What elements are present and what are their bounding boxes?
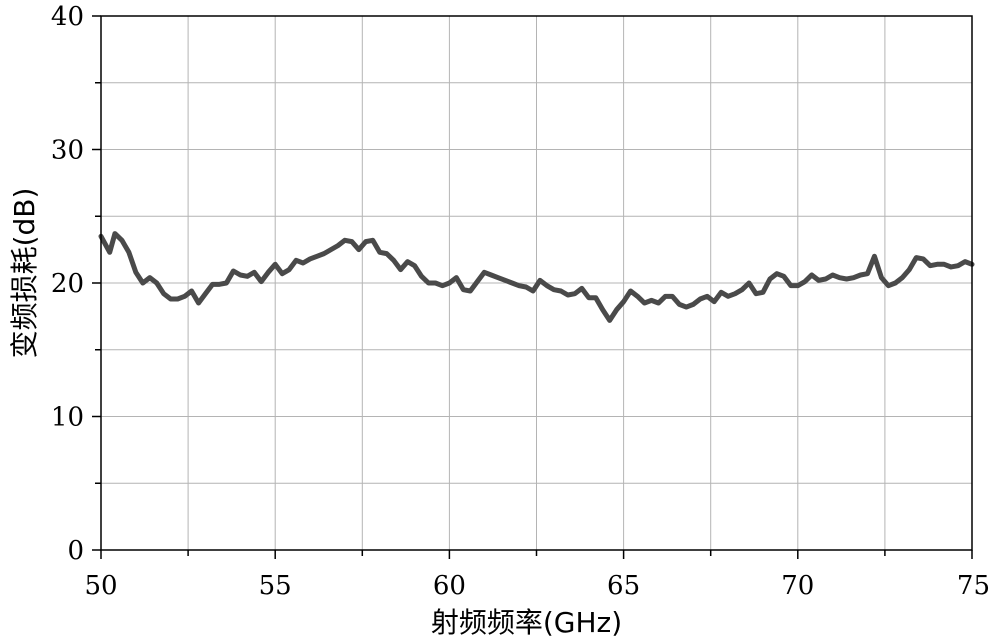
- x-tick-label: 70: [781, 571, 814, 601]
- x-tick-label: 65: [607, 571, 640, 601]
- y-tick-label: 30: [51, 136, 84, 166]
- axis-ticks: [92, 15, 973, 559]
- x-tick-label: 55: [259, 571, 292, 601]
- y-tick-label: 0: [67, 536, 84, 566]
- y-tick-label: 40: [51, 2, 84, 32]
- x-tick-label: 50: [84, 571, 117, 601]
- y-tick-label: 10: [51, 403, 84, 433]
- y-axis-title: 变频损耗(dB): [8, 188, 41, 359]
- x-axis-title: 射频频率(GHz): [431, 606, 622, 639]
- series-group: [98, 231, 975, 323]
- y-tick-label: 20: [51, 269, 84, 299]
- x-tick-label: 60: [433, 571, 466, 601]
- series-line: [98, 231, 975, 323]
- x-tick-labels: 50 55 60 65 70 75: [84, 571, 990, 601]
- y-tick-labels: 0 10 20 30 40: [51, 2, 84, 566]
- x-tick-label: 75: [957, 571, 990, 601]
